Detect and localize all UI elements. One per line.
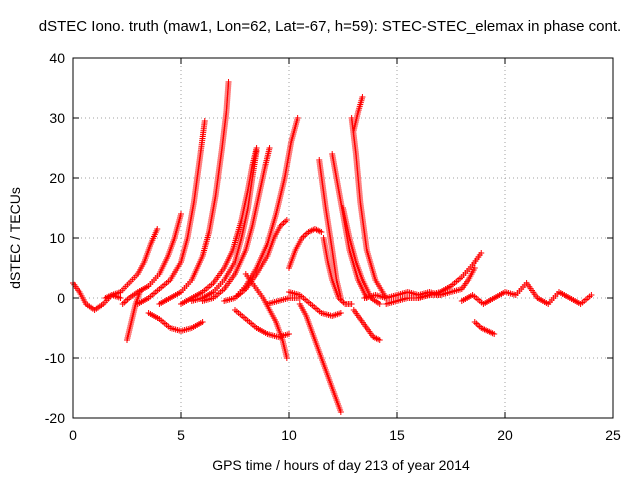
x-tick-label: 15 bbox=[389, 427, 405, 443]
series-15 bbox=[286, 226, 325, 271]
series-16 bbox=[286, 289, 344, 319]
x-tick-label: 5 bbox=[177, 427, 185, 443]
data-point bbox=[376, 337, 383, 343]
y-tick-label: 20 bbox=[49, 170, 65, 186]
data-point bbox=[266, 145, 273, 151]
data-point bbox=[478, 250, 485, 256]
y-tick-label: -20 bbox=[45, 410, 65, 426]
data-point bbox=[199, 319, 206, 325]
data-point bbox=[253, 148, 260, 154]
series-9 bbox=[199, 145, 273, 304]
series-29 bbox=[471, 319, 498, 337]
x-tick-label: 0 bbox=[69, 427, 77, 443]
series-8 bbox=[188, 148, 260, 304]
series-23 bbox=[350, 94, 366, 133]
series-3 bbox=[124, 289, 143, 343]
data-point bbox=[491, 331, 498, 337]
axis-ticks: 0 5 10 15 20 25 -20 -10 0 10 20 30 40 bbox=[45, 50, 621, 443]
y-axis-label: dSTEC / TECUs bbox=[7, 187, 23, 289]
y-tick-label: 40 bbox=[49, 50, 65, 66]
y-tick-label: 30 bbox=[49, 110, 65, 126]
x-tick-label: 20 bbox=[497, 427, 513, 443]
series-6 bbox=[156, 79, 232, 307]
data-point bbox=[178, 211, 184, 217]
series-18 bbox=[316, 157, 344, 301]
series-13 bbox=[232, 307, 292, 340]
series-14 bbox=[264, 295, 303, 307]
data-point bbox=[588, 292, 595, 298]
data-point bbox=[117, 295, 124, 301]
series-28 bbox=[458, 280, 595, 307]
data-point bbox=[154, 226, 161, 232]
data-points bbox=[70, 79, 595, 415]
series-24 bbox=[350, 307, 383, 343]
data-point bbox=[225, 79, 232, 85]
data-point bbox=[376, 301, 383, 307]
series-1 bbox=[102, 226, 161, 301]
series-27 bbox=[415, 265, 478, 301]
y-tick-label: -10 bbox=[45, 350, 65, 366]
series-22 bbox=[348, 115, 390, 301]
data-point bbox=[283, 355, 290, 361]
data-point bbox=[286, 331, 292, 337]
series-5 bbox=[134, 118, 208, 307]
data-point bbox=[471, 265, 478, 271]
series-4 bbox=[145, 310, 206, 334]
data-point bbox=[294, 115, 301, 121]
series-17 bbox=[296, 301, 344, 415]
data-point bbox=[318, 229, 325, 235]
series-19 bbox=[320, 235, 355, 307]
data-point bbox=[337, 310, 344, 316]
series-11 bbox=[232, 217, 290, 301]
data-point bbox=[348, 301, 355, 307]
chart-title: dSTEC Iono. truth (maw1, Lon=62, Lat=-67… bbox=[39, 18, 621, 35]
data-point bbox=[337, 409, 344, 415]
data-point bbox=[201, 118, 208, 124]
series-21 bbox=[340, 205, 383, 307]
x-axis-label: GPS time / hours of day 213 of year 2014 bbox=[212, 457, 470, 473]
x-tick-label: 25 bbox=[605, 427, 621, 443]
data-point bbox=[283, 217, 290, 223]
y-tick-label: 0 bbox=[57, 290, 65, 306]
y-tick-label: 10 bbox=[49, 230, 65, 246]
data-point bbox=[359, 94, 366, 100]
x-tick-label: 10 bbox=[281, 427, 297, 443]
data-point bbox=[136, 289, 143, 295]
